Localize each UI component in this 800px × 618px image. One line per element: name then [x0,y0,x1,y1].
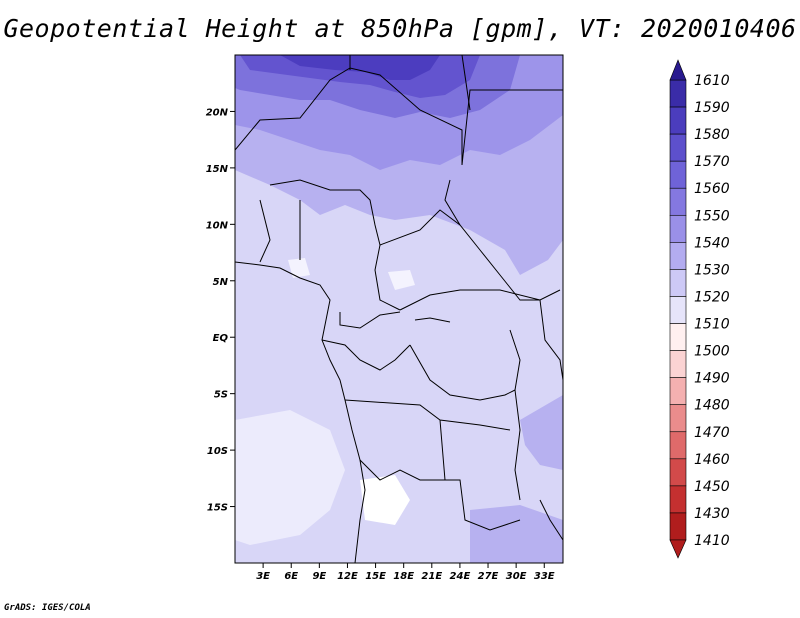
colorbar-swatch [669,431,687,460]
colorbar-label: 1480 [694,398,730,414]
colorbar-swatch [669,458,687,487]
x-tick-label: 15E [365,571,386,582]
y-tick-label: 15N [206,164,229,175]
y-tick-label: 20N [206,107,229,118]
colorbar-swatch [669,160,687,189]
y-tick-label: 10N [206,220,229,231]
colorbar-swatch [669,296,687,324]
y-axis: 20N 15N 10N 5N EQ 5S 10S 15S [206,107,235,514]
colorbar-swatch [669,214,687,243]
colorbar-swatch [669,485,687,514]
colorbar-label: 1430 [694,506,730,522]
colorbar-label: 1450 [694,479,730,495]
colorbar-label: 1410 [694,533,730,549]
colorbar-swatch [669,133,687,162]
colorbar-swatch [669,377,687,406]
plot-frame [234,54,564,564]
x-tick-label: 30E [506,571,527,582]
x-tick-label: 12E [337,571,358,582]
map-boundaries [235,55,563,563]
colorbar-label: 1500 [694,344,730,360]
map-title: Geopotential Height at 850hPa [gpm], VT:… [3,14,797,43]
colorbar-swatch [669,323,687,351]
x-tick-label: 33E [534,571,555,582]
colorbar-swatch [669,106,687,135]
colorbar-label: 1490 [694,371,730,387]
y-tick-label: 5S [214,390,228,401]
colorbar-min-arrow [669,539,687,559]
colorbar-label: 1540 [694,235,730,251]
grads-credit: GrADS: IGES/COLA [4,603,91,613]
colorbar-swatch [669,512,687,541]
colorbar-swatch [669,79,687,108]
colorbar-swatch [669,242,687,270]
x-tick-label: 3E [256,571,270,582]
y-tick-label: 15S [207,503,228,514]
colorbar-swatch [669,187,687,216]
colorbar-label: 1520 [694,289,730,305]
x-tick-label: 27E [478,571,499,582]
colorbar-swatch [669,269,687,297]
colorbar-label: 1580 [694,127,730,143]
x-axis: 3E 6E 9E 12E 15E 18E 21E 24E 27E 30E 33E [256,563,555,582]
colorbar-max-arrow [669,59,687,81]
colorbar-label: 1590 [694,100,730,116]
colorbar-label: 1470 [694,425,730,441]
x-tick-label: 9E [312,571,326,582]
colorbar-label: 1530 [694,262,730,278]
colorbar-label: 1570 [694,154,730,170]
x-tick-label: 18E [393,571,414,582]
colorbar-label: 1610 [694,73,730,89]
colorbar-label: 1460 [694,452,730,468]
colorbar-label: 1560 [694,181,730,197]
colorbar-label: 1510 [694,317,730,333]
y-tick-label: EQ [213,333,229,344]
x-tick-label: 21E [421,571,442,582]
colorbar: 1610 1590 1580 1570 1560 1550 1540 1530 1520 1510… [669,59,730,559]
colorbar-swatch [669,350,687,378]
colorbar-label: 1550 [694,208,730,224]
x-tick-label: 24E [450,571,471,582]
colorbar-swatch [669,404,687,433]
y-tick-label: 10S [207,446,228,457]
y-tick-label: 5N [213,277,229,288]
x-tick-label: 6E [284,571,298,582]
